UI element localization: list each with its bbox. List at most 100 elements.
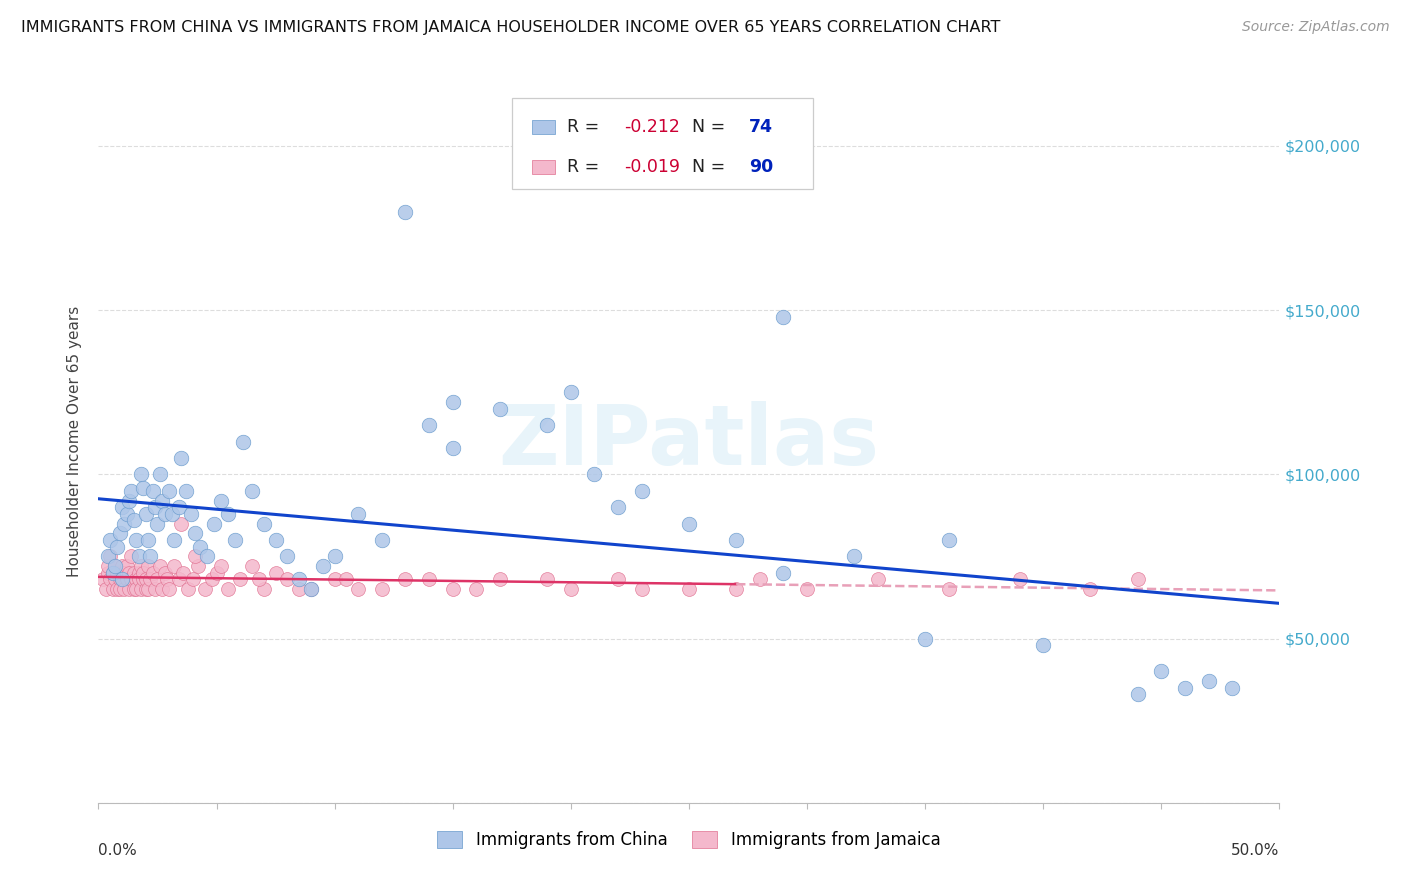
Point <box>187 559 209 574</box>
Point <box>101 566 124 580</box>
Y-axis label: Householder Income Over 65 years: Householder Income Over 65 years <box>67 306 83 577</box>
Point <box>194 582 217 597</box>
Point <box>115 573 138 587</box>
Point <box>121 573 143 587</box>
Point <box>128 549 150 564</box>
Point <box>1008 573 1031 587</box>
Point <box>108 582 131 597</box>
Point <box>97 559 120 574</box>
Point <box>335 573 357 587</box>
Text: R =: R = <box>567 118 605 136</box>
Point <box>299 582 322 597</box>
Text: Source: ZipAtlas.com: Source: ZipAtlas.com <box>1241 20 1389 34</box>
Point <box>167 573 190 587</box>
Point <box>111 573 134 587</box>
Point <box>489 401 512 416</box>
Point <box>98 533 121 547</box>
Point <box>143 582 166 597</box>
Point <box>170 516 193 531</box>
Point <box>1126 573 1149 587</box>
Point <box>139 549 162 564</box>
Point <box>129 467 152 482</box>
Point <box>135 507 157 521</box>
Point <box>157 483 180 498</box>
Point <box>132 481 155 495</box>
Point <box>264 533 287 547</box>
Point <box>112 516 135 531</box>
Point <box>560 385 582 400</box>
Point <box>371 582 394 597</box>
Point <box>938 582 960 597</box>
Point <box>536 573 558 587</box>
Point <box>121 549 143 564</box>
Point <box>132 566 155 580</box>
Point <box>253 582 276 597</box>
Point <box>172 566 194 580</box>
Point <box>938 533 960 547</box>
Point <box>132 573 155 587</box>
Point <box>418 418 440 433</box>
Point <box>118 566 141 580</box>
Point <box>240 559 263 574</box>
Point <box>167 500 190 515</box>
Point <box>97 549 120 564</box>
Point <box>866 573 889 587</box>
Point <box>184 526 207 541</box>
Point <box>105 540 128 554</box>
Point <box>630 582 652 597</box>
Point <box>347 582 370 597</box>
Point <box>146 516 169 531</box>
Point <box>217 582 239 597</box>
Point <box>394 204 416 219</box>
Point <box>441 582 464 597</box>
Point <box>94 582 117 597</box>
Point <box>217 507 239 521</box>
Point <box>181 573 204 587</box>
Point <box>678 516 700 531</box>
Point <box>607 573 630 587</box>
Point <box>1080 582 1102 597</box>
Point <box>253 516 276 531</box>
Text: N =: N = <box>693 118 731 136</box>
Point <box>772 566 794 580</box>
Point <box>1198 674 1220 689</box>
Point <box>108 526 131 541</box>
Point <box>163 533 186 547</box>
Point <box>112 566 135 580</box>
Point <box>180 507 202 521</box>
Point <box>135 573 157 587</box>
Point <box>128 573 150 587</box>
Point <box>536 418 558 433</box>
Point <box>122 566 145 580</box>
Point <box>205 566 228 580</box>
Point <box>240 483 263 498</box>
Point <box>104 573 127 587</box>
Point <box>299 582 322 597</box>
Point <box>312 559 335 574</box>
FancyBboxPatch shape <box>531 120 555 134</box>
Point <box>347 507 370 521</box>
Point <box>97 566 120 580</box>
Point <box>129 582 152 597</box>
Point <box>264 566 287 580</box>
Point <box>104 559 127 574</box>
Point <box>105 566 128 580</box>
Point <box>136 582 159 597</box>
Point <box>122 582 145 597</box>
Point <box>149 559 172 574</box>
Text: -0.212: -0.212 <box>624 118 681 136</box>
Point <box>288 582 311 597</box>
Point <box>195 549 218 564</box>
Point <box>139 573 162 587</box>
Point <box>725 533 748 547</box>
Point <box>209 493 232 508</box>
Point <box>748 573 770 587</box>
Point <box>104 559 127 574</box>
Point <box>91 573 114 587</box>
Point <box>142 566 165 580</box>
Point <box>125 573 148 587</box>
Point <box>128 566 150 580</box>
Point <box>101 566 124 580</box>
Point <box>1126 687 1149 701</box>
Point <box>1032 638 1054 652</box>
